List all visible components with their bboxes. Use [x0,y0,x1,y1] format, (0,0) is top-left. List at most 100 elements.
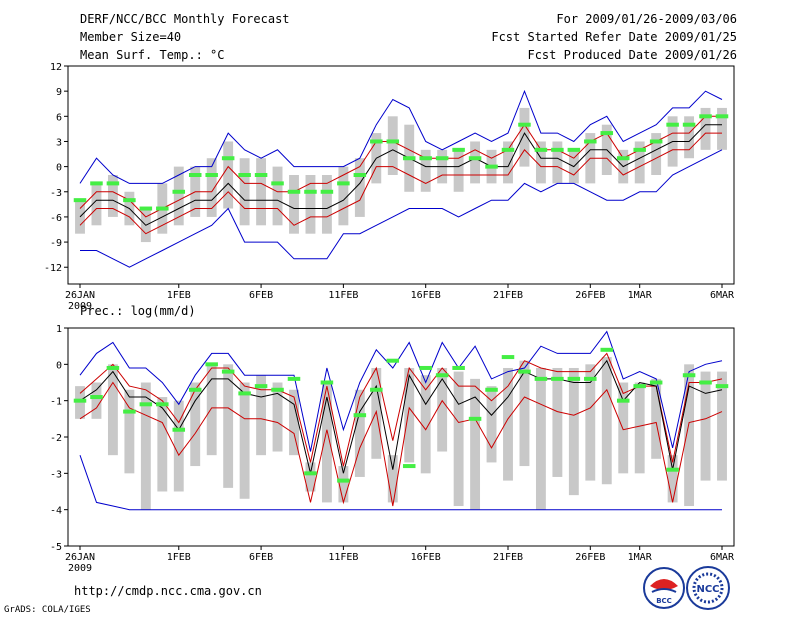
prec-spread-box [239,382,250,499]
temp-obs-marker [106,181,120,186]
temp-obs-marker [633,147,646,152]
prec-spread-box [552,367,563,477]
prec-xtick-label: 6FEB [249,552,273,563]
temp-obs-marker [156,206,169,211]
temp-obs-marker [468,156,482,161]
temp-ytick-label: 3 [56,137,62,148]
temp-obs-marker [90,181,103,186]
temp-spread-box [338,166,349,226]
prec-spread-box [420,375,431,474]
temp-obs-marker [715,114,729,119]
prec-xtick-label: 21FEB [493,552,523,563]
prec-ytick-label: 0 [56,360,62,371]
prec-obs-marker [584,376,597,381]
temp-spread-box [420,149,431,192]
temp-obs-marker [287,189,301,194]
prec-xtick-label: 1FEB [167,552,191,563]
temp-obs-marker [616,156,630,161]
temp-lower-pct-line [79,132,722,235]
prec-xtick-label: 26JAN [65,552,95,563]
temp-obs-marker [73,198,87,203]
temp-obs-marker [485,164,498,169]
temp-ytick-label: -12 [44,263,62,274]
prec-spread-box [404,367,415,463]
temp-spread-box [503,141,513,184]
temp-xtick-label: 1MAR [628,290,653,301]
prec-obs-marker [337,478,350,483]
temp-obs-marker [370,139,383,144]
prec-spread-box [486,386,497,463]
prec-obs-marker [123,409,136,414]
prec-obs-marker [90,395,103,400]
prec-obs-marker [551,376,564,381]
prec-spread-box [157,397,168,492]
prec-max-line [79,330,723,452]
temp-spread-box [453,149,464,192]
prec-spread-box [667,455,678,503]
temp-spread-box [470,141,481,184]
temp-spread-box [173,166,184,226]
chart-title: DERF/NCC/BCC Monthly Forecast [80,12,290,26]
prec-obs-marker [370,387,383,392]
temp-min-line [80,149,723,268]
prec-xtick-label: 1MAR [628,552,653,563]
prec-obs-marker [386,358,400,363]
prec-spread-box [190,382,201,467]
temp-spread-box [700,107,711,150]
prec-obs-marker [699,380,712,385]
prec-obs-marker [468,416,482,421]
prec-xtick-label: 16FEB [411,552,441,563]
prec-spread-box [535,367,546,510]
temp-obs-marker [518,122,531,127]
prec-spread-box [503,367,513,481]
temp-spread-box [634,141,645,184]
temp-obs-marker [666,122,679,127]
prec-obs-marker [73,398,87,403]
grads-credit: GrADS: COLA/IGES [4,605,91,615]
prec-upper-pct-line [79,352,723,467]
temp-xtick-label: 26FEB [575,290,605,301]
temp-obs-marker [435,156,449,161]
prec-min-line [79,455,722,511]
prec-obs-marker [452,365,465,370]
prec-xtick-year: 2009 [68,563,92,574]
prec-ytick-label: 1 [56,324,62,335]
temp-spread-box [107,175,118,217]
member-size: Member Size=40 [80,30,182,44]
source-url[interactable]: http://cmdp.ncc.cma.gov.cn [74,584,262,598]
temp-spread-box [206,158,217,217]
prec-obs-marker [205,362,218,367]
temp-spread-box [519,107,530,167]
prec-ytick-label: -1 [50,397,62,408]
prec-spread-box [684,364,695,507]
prec-obs-marker [518,369,531,374]
temp-xtick-label: 21FEB [493,290,523,301]
prec-obs-marker [666,467,679,472]
prec-obs-marker [682,373,696,378]
prec-obs-marker [304,471,317,476]
temp-spread-box [552,141,563,184]
temp-ytick-label: 9 [56,87,62,98]
produced-date: Fcst Produced Date 2009/01/26 [527,48,737,62]
prec-ensemble-mean-line [79,359,723,474]
temp-obs-marker [699,114,712,119]
prec-spread-box [618,382,629,474]
prec-spread-box [634,382,645,474]
temp-upper-pct-line [79,115,722,218]
temp-xtick-label: 26JAN [65,290,95,301]
prec-spread-box [453,371,464,507]
prec-obs-marker [402,464,416,469]
temp-ytick-label: -6 [50,213,62,224]
temp-spread-box [91,183,102,226]
prec-obs-marker [600,347,614,352]
prec-spread-box [437,367,448,452]
prec-spread-box [717,371,727,481]
prec-spread-box [206,364,217,456]
temp-spread-box [305,175,316,234]
prec-spread-box [470,378,481,510]
prec-spread-box [387,455,398,503]
temp-spread-box [651,133,662,175]
temp-obs-marker [172,189,186,194]
prec-obs-marker [616,398,630,403]
